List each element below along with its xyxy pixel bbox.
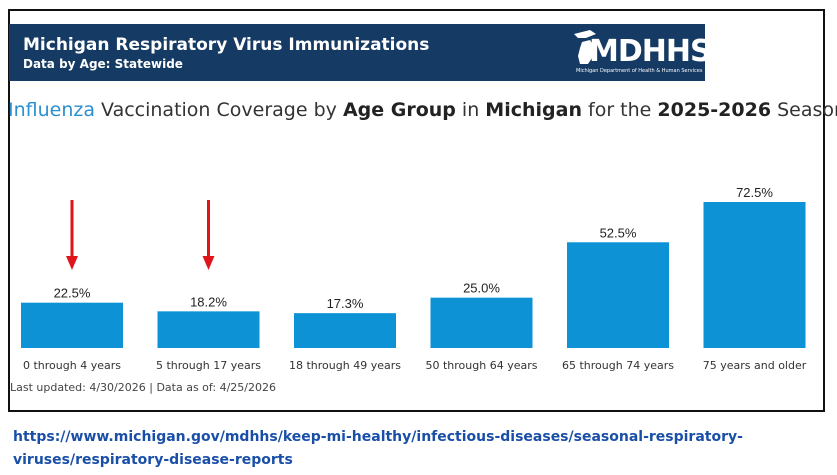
chart-title-virus: Influenza	[8, 99, 96, 121]
bar-value-label-2: 17.3%	[327, 296, 364, 311]
last-updated-note: Last updated: 4/30/2026 | Data as of: 4/…	[10, 381, 276, 394]
bar-0	[21, 302, 123, 348]
logo-caption: Michigan Department of Health & Human Se…	[576, 68, 703, 74]
mdhhs-logo: MDHHS Michigan Department of Health & Hu…	[564, 28, 712, 78]
bar-value-label-0: 22.5%	[54, 286, 91, 301]
header-banner: Michigan Respiratory Virus Immunizations…	[9, 24, 712, 81]
bar-value-label-4: 52.5%	[600, 225, 637, 240]
chart-title-age: Age Group	[342, 99, 456, 121]
category-label-1: 5 through 17 years	[156, 359, 261, 372]
chart-title-season: 2025-2026	[657, 99, 772, 121]
page-subtitle: Data by Age: Statewide	[23, 57, 183, 71]
chart-title-text-3: for the	[581, 99, 658, 121]
category-label-2: 18 through 49 years	[289, 359, 401, 372]
page-title: Michigan Respiratory Virus Immunizations	[23, 35, 430, 55]
source-url-link[interactable]: https://www.michigan.gov/mdhhs/keep-mi-h…	[13, 429, 743, 468]
bar-chart: 22.5% 0 through 4 years 18.2% 5 through 17 …	[21, 185, 807, 372]
category-label-5: 75 years and older	[703, 359, 807, 372]
chart-title-text-1: Vaccination Coverage by	[95, 99, 343, 121]
chart-title-state: Michigan	[485, 99, 582, 121]
category-label-4: 65 through 74 years	[562, 359, 674, 372]
bar-1	[157, 311, 260, 348]
bar-5	[703, 202, 806, 348]
red-arrow-annotation-0	[66, 200, 78, 270]
bar-2	[294, 313, 396, 348]
bar-value-label-1: 18.2%	[190, 294, 227, 309]
red-arrow-annotation-1	[202, 200, 215, 270]
category-label-3: 50 through 64 years	[426, 359, 538, 372]
michigan-map-icon	[574, 30, 596, 64]
bar-value-label-5: 72.5%	[736, 185, 773, 200]
bar-value-label-3: 25.0%	[463, 281, 500, 296]
chart-title-text-4: Season	[777, 99, 837, 121]
bar-4	[567, 242, 669, 348]
logo-text: MDHHS	[589, 34, 712, 69]
chart-title-text-2: in	[455, 99, 486, 121]
bar-3	[430, 297, 533, 348]
chart-title: Influenza Vaccination Coverage by Age Gr…	[8, 98, 837, 122]
category-label-0: 0 through 4 years	[23, 359, 121, 372]
